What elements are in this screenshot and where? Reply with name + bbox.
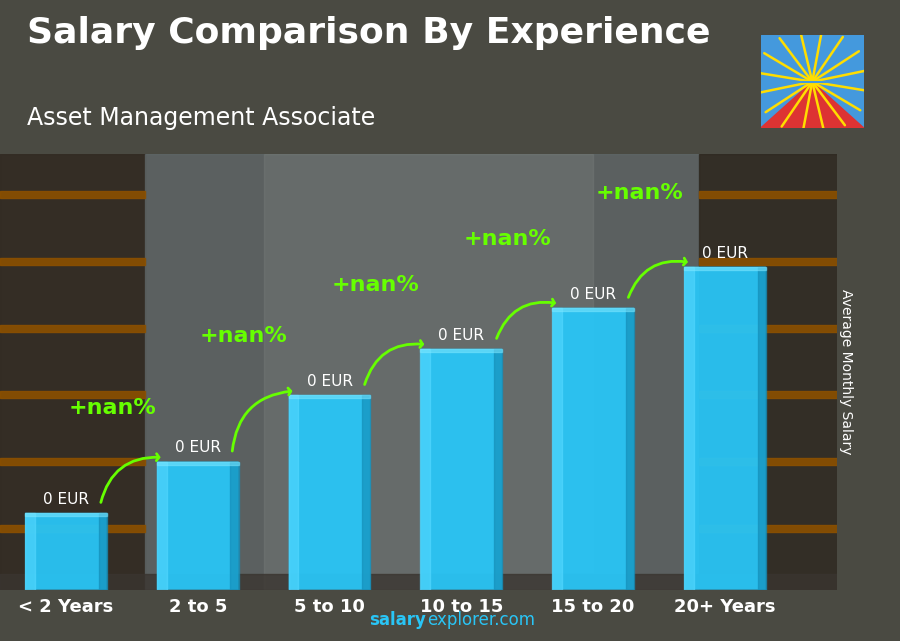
Bar (264, 154, 593, 590)
Bar (698, 458, 857, 465)
Bar (684, 267, 694, 590)
Bar (553, 308, 634, 311)
Text: +nan%: +nan% (68, 398, 156, 418)
FancyBboxPatch shape (684, 267, 766, 590)
Text: Average Monthly Salary: Average Monthly Salary (839, 289, 853, 454)
FancyBboxPatch shape (25, 513, 107, 590)
FancyBboxPatch shape (289, 395, 371, 590)
FancyBboxPatch shape (157, 462, 238, 590)
Text: salary: salary (369, 612, 426, 629)
FancyBboxPatch shape (553, 308, 634, 590)
Text: 0 EUR: 0 EUR (702, 246, 748, 260)
Bar (698, 258, 857, 265)
Bar (698, 324, 857, 332)
Text: +nan%: +nan% (464, 229, 552, 249)
Bar (0, 258, 145, 265)
Bar (145, 154, 698, 590)
Bar (0, 154, 145, 590)
Bar (25, 513, 35, 590)
Text: 0 EUR: 0 EUR (175, 440, 220, 455)
Bar (0, 524, 145, 532)
Bar (0, 574, 857, 590)
Text: 0 EUR: 0 EUR (438, 328, 484, 342)
Bar (420, 349, 430, 590)
Bar (758, 267, 766, 590)
Bar (698, 524, 857, 532)
Bar (0, 458, 145, 465)
Bar (0, 154, 145, 590)
Bar (362, 395, 371, 590)
Text: Asset Management Associate: Asset Management Associate (27, 106, 375, 129)
Bar (420, 349, 502, 352)
Bar (289, 395, 371, 398)
Bar (698, 154, 857, 590)
Bar (289, 395, 299, 590)
Bar (230, 462, 238, 590)
Text: Salary Comparison By Experience: Salary Comparison By Experience (27, 16, 710, 50)
Bar (0, 391, 145, 399)
Bar (0, 191, 145, 199)
Text: 0 EUR: 0 EUR (570, 287, 617, 301)
Bar (698, 191, 857, 199)
Text: 0 EUR: 0 EUR (307, 374, 353, 388)
FancyBboxPatch shape (420, 349, 502, 590)
Bar (99, 513, 107, 590)
Bar (157, 462, 238, 465)
Bar (698, 391, 857, 399)
Text: 0 EUR: 0 EUR (43, 492, 89, 506)
Bar (494, 349, 502, 590)
Text: explorer.com: explorer.com (428, 612, 536, 629)
Bar (553, 308, 562, 590)
Bar (684, 267, 766, 270)
Text: +nan%: +nan% (596, 183, 683, 203)
Text: +nan%: +nan% (200, 326, 288, 346)
Text: +nan%: +nan% (332, 275, 419, 295)
Bar (626, 308, 634, 590)
Bar (0, 324, 145, 332)
Polygon shape (760, 81, 864, 128)
Bar (25, 513, 107, 516)
Bar (157, 462, 166, 590)
